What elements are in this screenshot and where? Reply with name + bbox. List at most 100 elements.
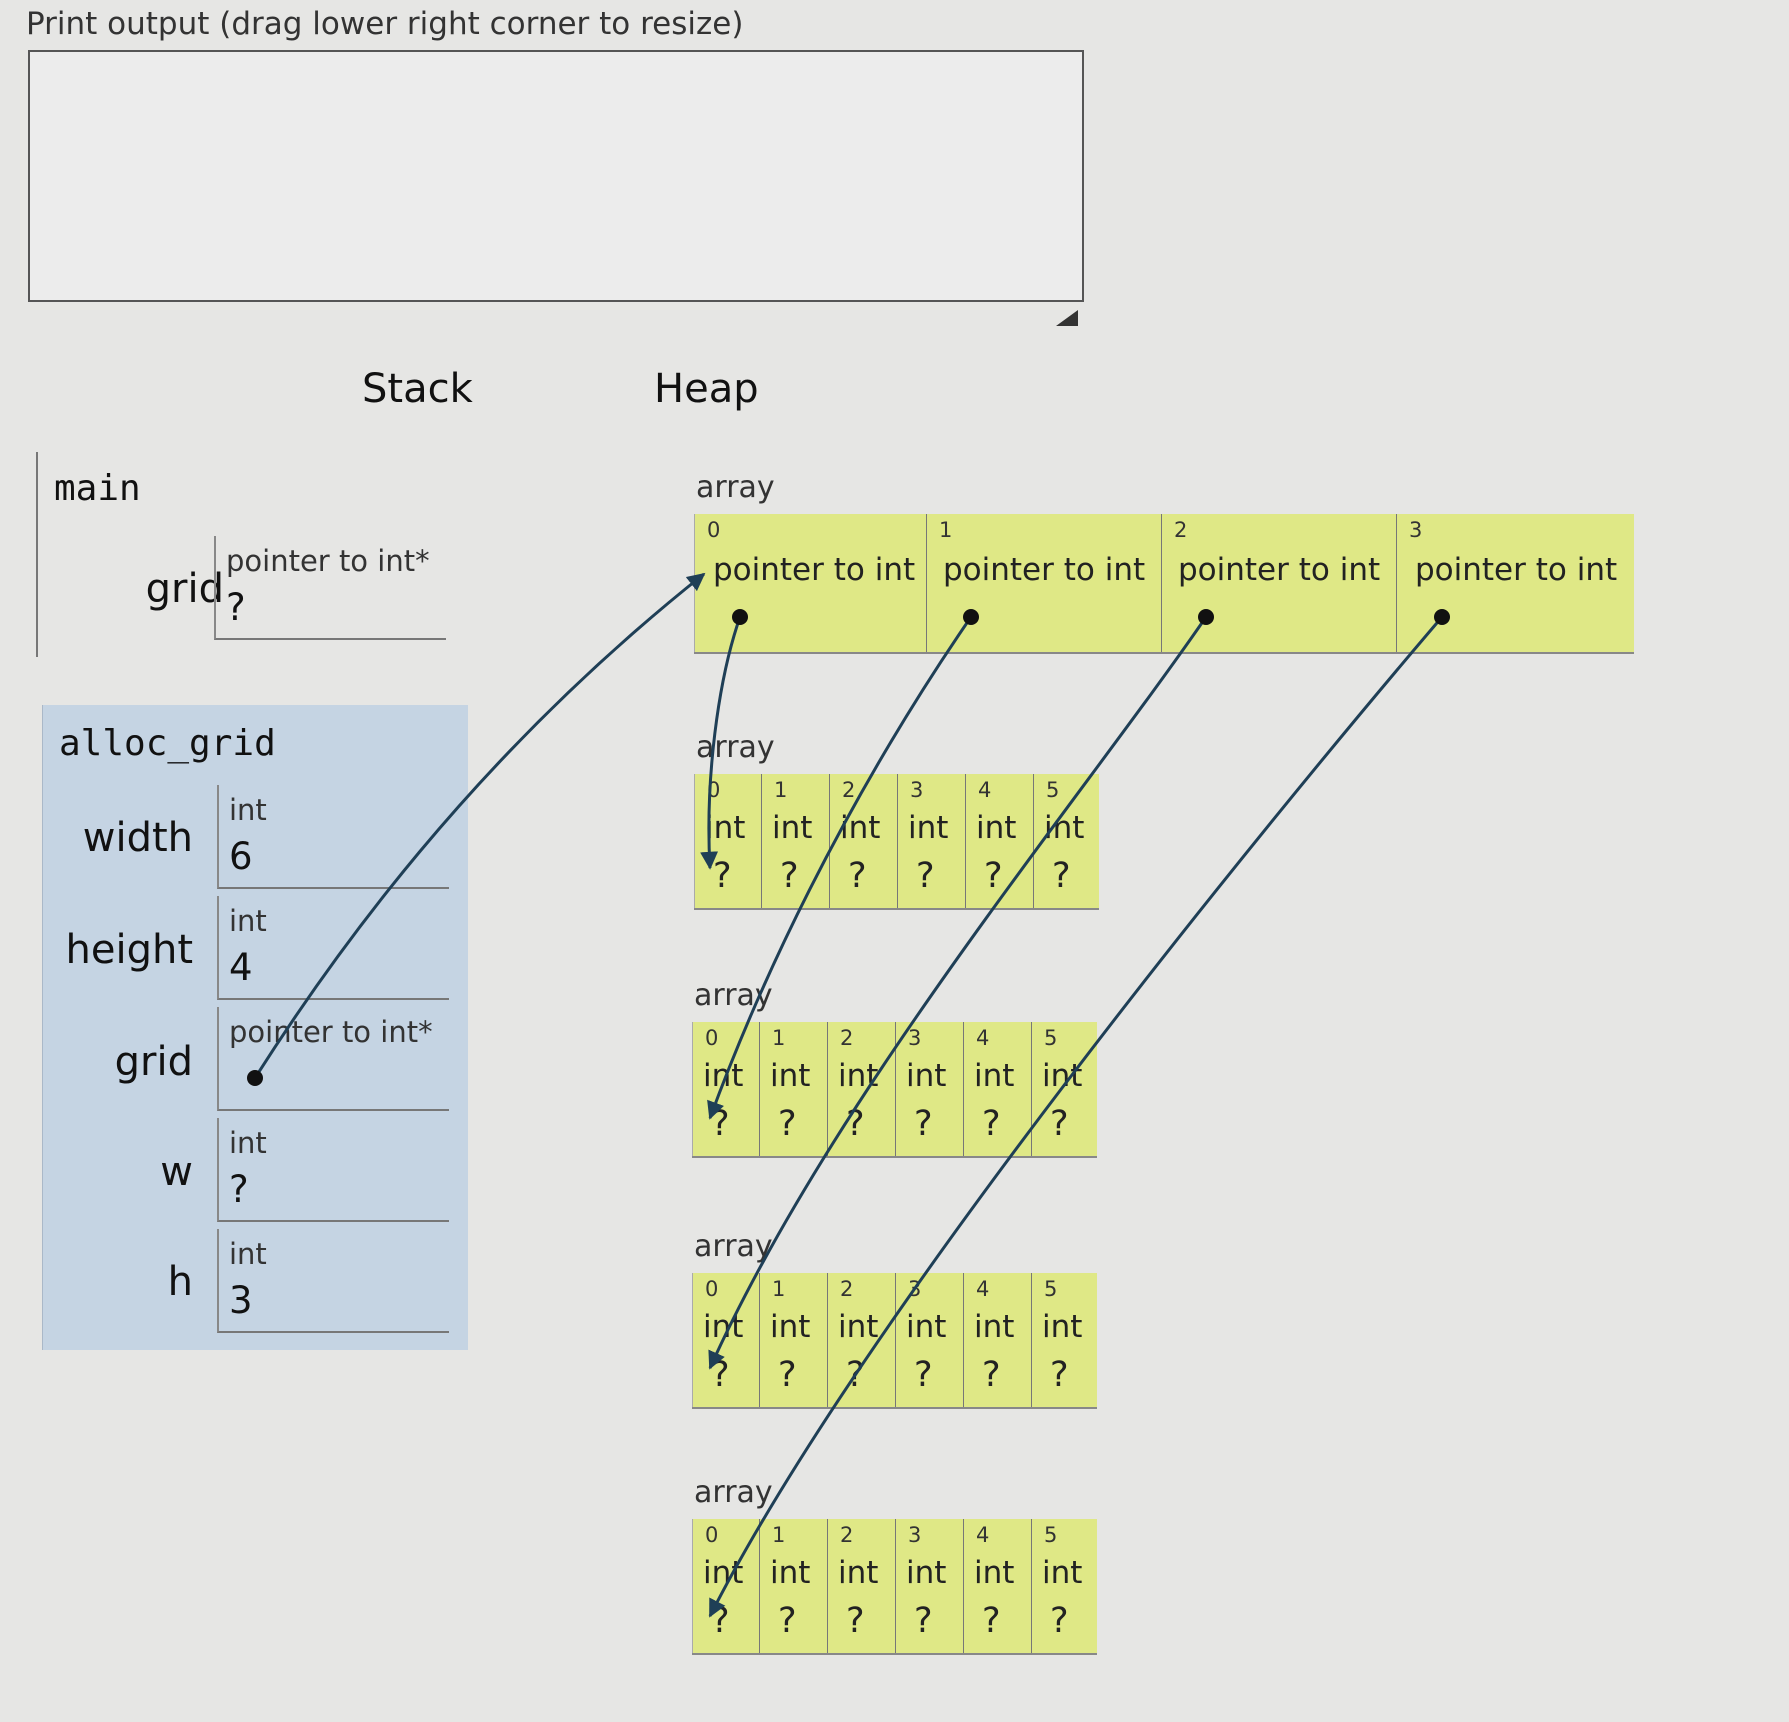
cell-type: int: [974, 1555, 1015, 1591]
var-value: 4: [229, 946, 253, 989]
var-type: int: [229, 904, 267, 938]
array-cell: 4 int?: [965, 774, 1033, 908]
cell-value: ?: [914, 1355, 933, 1395]
cell-type: int: [705, 810, 746, 846]
cell-index: 1: [772, 1523, 786, 1547]
cell-index: 0: [707, 518, 721, 542]
array-cell: 2 int?: [829, 774, 897, 908]
cell-type: int: [908, 810, 949, 846]
cell-type: int: [703, 1555, 744, 1591]
heap-array-label: array: [694, 978, 773, 1013]
array-cell: 5 int?: [1033, 774, 1099, 908]
var-box-width: int 6: [217, 785, 449, 889]
cell-value: ?: [916, 856, 935, 896]
heap-array-label: array: [694, 1229, 773, 1264]
cell-value: ?: [711, 1355, 730, 1395]
cell-index: 5: [1044, 1026, 1058, 1050]
cell-index: 5: [1044, 1523, 1058, 1547]
cell-index: 1: [772, 1026, 786, 1050]
resize-grip-icon[interactable]: [1056, 310, 1078, 326]
cell-type: int: [906, 1555, 947, 1591]
cell-index: 4: [976, 1026, 990, 1050]
cell-value: ?: [1052, 856, 1071, 896]
cell-index: 5: [1044, 1277, 1058, 1301]
array-cell: 3 int?: [895, 1273, 963, 1407]
cell-index: 4: [978, 778, 992, 802]
array-cell: 3 int?: [895, 1022, 963, 1156]
cell-type: int: [770, 1309, 811, 1345]
array-cell: 5 int?: [1031, 1022, 1097, 1156]
cell-type: int: [838, 1309, 879, 1345]
array-cell: 2 int?: [827, 1519, 895, 1653]
cell-value: ?: [1050, 1601, 1069, 1641]
heap-int-array: 0 int? 1 int? 2 int? 3 int? 4 int? 5 int?: [692, 1022, 1097, 1158]
stack-frame-alloc-grid: alloc_grid width int 6 height int 4 grid…: [42, 705, 468, 1350]
var-value: ?: [229, 1168, 249, 1211]
var-name-grid: grid: [114, 1039, 193, 1085]
cell-type: pointer to int: [1415, 552, 1618, 588]
cell-type: pointer to int: [1178, 552, 1381, 588]
array-cell: 1 int?: [759, 1519, 827, 1653]
heap-array-label: array: [696, 730, 775, 765]
array-cell: 3 int?: [897, 774, 965, 908]
cell-value: ?: [1050, 1355, 1069, 1395]
cell-value: ?: [846, 1104, 865, 1144]
array-cell: 0 int?: [694, 774, 761, 908]
cell-value: ?: [914, 1104, 933, 1144]
cell-value: ?: [848, 856, 867, 896]
var-box-h: int 3: [217, 1229, 449, 1333]
cell-value: ?: [846, 1601, 865, 1641]
var-name-grid: grid: [145, 566, 224, 612]
cell-value: ?: [778, 1104, 797, 1144]
var-name-height: height: [65, 927, 194, 973]
stack-title: Stack: [362, 366, 473, 412]
cell-type: pointer to int: [943, 552, 1146, 588]
cell-index: 3: [908, 1026, 922, 1050]
var-name-h: h: [167, 1259, 193, 1305]
cell-value: ?: [982, 1601, 1001, 1641]
array-cell: 0 pointer to int: [694, 514, 926, 652]
array-cell: 1 int?: [759, 1273, 827, 1407]
cell-value: ?: [1050, 1104, 1069, 1144]
cell-index: 1: [939, 518, 953, 542]
cell-index: 0: [705, 1277, 719, 1301]
cell-index: 2: [840, 1277, 854, 1301]
var-box-height: int 4: [217, 896, 449, 1000]
cell-value: ?: [914, 1601, 933, 1641]
array-cell: 1 int?: [761, 774, 829, 908]
heap-int-array: 0 int? 1 int? 2 int? 3 int? 4 int? 5 int?: [692, 1273, 1097, 1409]
array-cell: 4 int?: [963, 1519, 1031, 1653]
array-cell: 5 int?: [1031, 1519, 1097, 1653]
heap-int-array: 0 int? 1 int? 2 int? 3 int? 4 int? 5 int?: [692, 1519, 1097, 1655]
cell-index: 0: [707, 778, 721, 802]
cell-type: int: [906, 1309, 947, 1345]
cell-index: 1: [772, 1277, 786, 1301]
var-name-w: w: [160, 1149, 193, 1195]
cell-type: int: [976, 810, 1017, 846]
cell-index: 2: [1174, 518, 1188, 542]
cell-index: 5: [1046, 778, 1060, 802]
cell-index: 4: [976, 1523, 990, 1547]
print-output-box[interactable]: [28, 50, 1084, 302]
var-type: int: [229, 793, 267, 827]
cell-index: 3: [908, 1277, 922, 1301]
stack-frame-main: main grid pointer to int* ?: [36, 452, 476, 657]
cell-type: int: [1042, 1309, 1083, 1345]
var-box-grid: pointer to int* ?: [214, 536, 446, 640]
cell-index: 4: [976, 1277, 990, 1301]
cell-value: ?: [780, 856, 799, 896]
heap-pointer-array: 0 pointer to int 1 pointer to int 2 poin…: [694, 514, 1634, 654]
array-cell: 2 int?: [827, 1273, 895, 1407]
cell-value: ?: [778, 1601, 797, 1641]
var-value: 6: [229, 835, 253, 878]
heap-array-label: array: [696, 470, 775, 505]
cell-value: ?: [982, 1104, 1001, 1144]
cell-type: int: [770, 1555, 811, 1591]
cell-index: 3: [908, 1523, 922, 1547]
var-type: int: [229, 1126, 267, 1160]
frame-name: alloc_grid: [59, 723, 276, 764]
cell-type: int: [1042, 1058, 1083, 1094]
cell-type: int: [974, 1309, 1015, 1345]
cell-type: int: [1044, 810, 1085, 846]
cell-type: int: [838, 1555, 879, 1591]
